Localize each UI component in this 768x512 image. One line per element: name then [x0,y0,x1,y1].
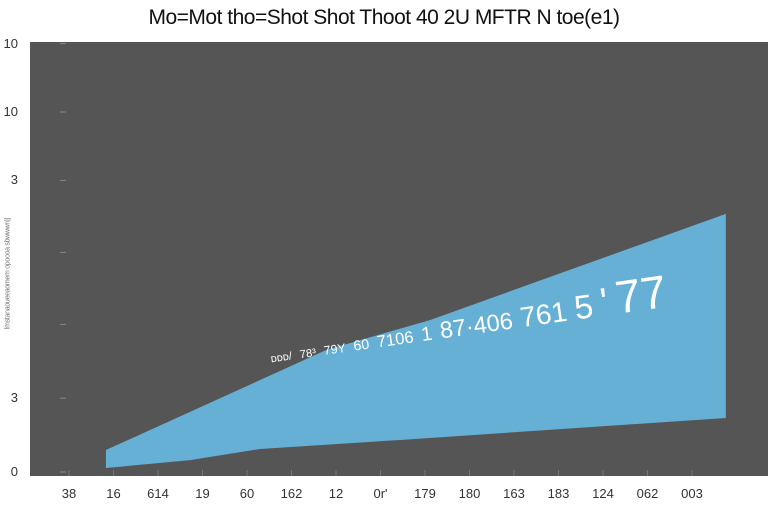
x-tick-label: 180 [458,486,481,501]
chart-svg [60,43,726,476]
y-tick-label: 10 [3,35,18,51]
chart-title: Mo=Mot tho=Shot Shot Thoot 40 2U MFTR N … [148,6,620,29]
area-series [105,213,726,469]
x-tick-label: 183 [547,486,570,501]
x-tick-label: 062 [636,486,659,501]
data-label: 7106 [375,327,415,352]
x-tick-label: 0r' [373,486,388,501]
x-tick-label: 614 [147,486,169,501]
y-tick-label: 10 [3,104,18,119]
y-tick-label: 3 [10,390,18,406]
data-label: 79Y [322,340,347,358]
x-tick-label: 12 [328,486,344,501]
x-tick-label: 162 [280,486,303,501]
x-tick-label: 163 [503,486,525,501]
x-tick-label: 003 [681,486,703,501]
y-tick-label: 0 [10,464,18,479]
x-tick-label: 179 [414,486,436,501]
x-tick-label: 38 [61,486,77,501]
y-tick-label: 3 [10,172,18,188]
x-tick-label: 19 [195,486,210,501]
data-label: 77 [611,264,670,324]
x-tick-label: 16 [106,486,121,501]
data-label: 5 [572,288,596,328]
data-label: 761 [518,295,569,334]
x-tick-label: 60 [239,486,255,501]
y-axis-label: lmstanaoueeaomem opoooa sbwwwn|| [4,217,12,330]
data-label: 87·406 [438,308,515,345]
x-tick-label: 124 [592,486,614,501]
plot-area [30,42,768,476]
